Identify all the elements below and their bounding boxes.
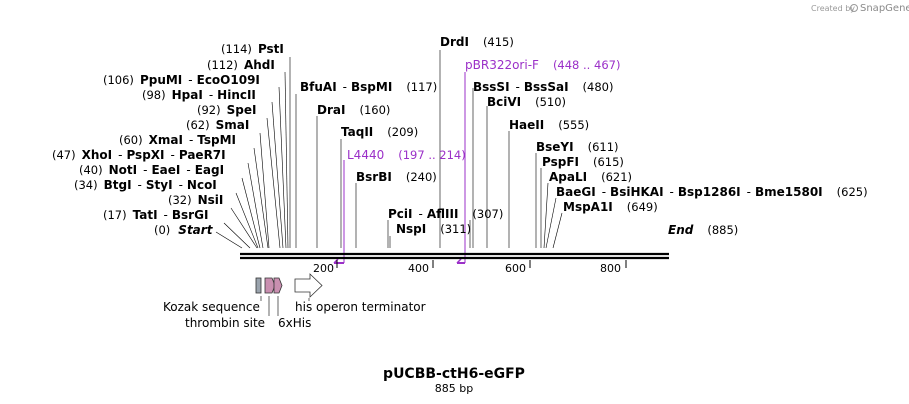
feature-kozak-sequence [255, 277, 262, 294]
site-label-bseyi: BseYI (611) [536, 140, 619, 154]
ruler-label-400: 400 [408, 262, 429, 275]
site-label-baegi: BaeGI - BsiHKAI - Bsp1286I - Bme1580I (625) [556, 185, 868, 199]
connector-mspa1i [552, 212, 563, 249]
connector-smai [259, 132, 270, 249]
primer-l4440-arrow [333, 160, 345, 264]
site-label-apali: ApaLI (621) [549, 170, 632, 184]
site-label-drdi: DrdI (415) [440, 35, 514, 49]
site-label-spei: (92) SpeI [197, 103, 256, 117]
map-length: 885 bp [435, 382, 473, 395]
site-label-btgi: (34) BtgI - StyI - NcoI [74, 178, 217, 192]
connector-baegi [545, 197, 557, 249]
site-label-bsrbi: BsrBI (240) [356, 170, 437, 184]
site-label-pspfi: PspFI (615) [542, 155, 624, 169]
site-label-psti: (114) PstI [221, 42, 284, 56]
site-label-start: (0) Start [154, 223, 214, 237]
feature-connectors [260, 296, 310, 316]
dna-backbone [240, 252, 669, 260]
snapgene-logo-icon [850, 4, 858, 12]
site-label-xmai: (60) XmaI - TspMI [119, 133, 236, 147]
primer-label-l4440: L4440 (197 .. 214) [347, 148, 466, 162]
ruler-label-200: 200 [313, 262, 334, 275]
site-label-bsssi: BssSI - BssSaI (480) [473, 80, 613, 94]
site-label-nspi: NspI (311) [396, 222, 471, 236]
connector-xhoi [247, 162, 264, 249]
connector-apali [543, 182, 549, 249]
credit-brand: SnapGene [860, 3, 909, 14]
site-connectors [215, 50, 563, 249]
feature-label-kozak: Kozak sequence [163, 300, 260, 314]
feature-label-terminator: his operon terminator [295, 300, 426, 314]
site-labels: (114) PstI (112) AhdI (106) PpuMI - EcoO109I … [52, 35, 868, 237]
connector-btgi [235, 192, 259, 249]
site-label-smai: (62) SmaI [186, 118, 249, 132]
feature-label-6xhis: 6xHis [278, 316, 311, 330]
site-label-noti: (40) NotI - EaeI - EagI [79, 163, 224, 177]
feature-his-operon-terminator [294, 273, 323, 298]
connector-ahdI [284, 71, 289, 249]
connector-xmai [253, 147, 269, 249]
site-label-tati: (17) TatI - BsrGI [103, 208, 208, 222]
connector-ppumi [278, 86, 287, 249]
site-label-end: End (885) [668, 223, 738, 237]
site-label-ppumi: (106) PpuMI - EcoO109I [103, 73, 260, 87]
site-label-mspa1i: MspA1I (649) [563, 200, 658, 214]
feature-label-thrombin: thrombin site [185, 316, 265, 330]
site-label-bcivi: BciVI (510) [487, 95, 566, 109]
primer-pbr322ori-arrow [456, 72, 466, 264]
connector-start [215, 231, 243, 249]
primer-label-pbr322ori-f: pBR322ori-F (448 .. 467) [465, 58, 620, 72]
connector-noti [241, 177, 261, 249]
map-title: pUCBB-ctH6-eGFP [383, 366, 525, 382]
site-label-pcii: PciI - AflIII (307) [388, 207, 503, 221]
site-label-haeii: HaeII (555) [509, 118, 589, 132]
connector-tati [223, 222, 251, 249]
site-label-drai: DraI (160) [317, 103, 390, 117]
site-label-nsii: (32) NsiI [168, 193, 223, 207]
feature-thrombin-site [264, 277, 276, 294]
site-label-ahdi: (112) AhdI [207, 58, 275, 72]
ruler: 200 400 600 800 [313, 260, 627, 275]
site-label-xhoi: (47) XhoI - PspXI - PaeR7I [52, 148, 226, 162]
connector-hpai [271, 101, 284, 249]
ruler-label-800: 800 [600, 262, 621, 275]
site-label-taqii: TaqII (209) [341, 125, 418, 139]
connector-nsii [230, 207, 258, 249]
site-label-hpai: (98) HpaI - HincII [142, 88, 256, 102]
feature-6xhis [273, 277, 283, 294]
connector-spei [266, 117, 281, 249]
credit-prefix: Created by [811, 4, 855, 13]
ruler-label-600: 600 [505, 262, 526, 275]
site-label-bfuai: BfuAI - BspMI (117) [300, 80, 437, 94]
